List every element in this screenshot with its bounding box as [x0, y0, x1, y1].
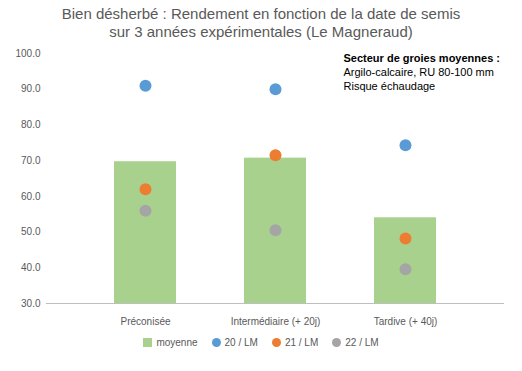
svg-text:40.0: 40.0 [21, 262, 41, 273]
html-text:20 / LM: 20 / LM [224, 337, 258, 348]
html-text:Secteur de groies moyennes :: Secteur de groies moyennes : [343, 52, 500, 64]
svg-text:90.0: 90.0 [21, 83, 41, 94]
html-text:21 / LM: 21 / LM [284, 337, 319, 348]
svg-text:70.0: 70.0 [21, 155, 41, 166]
svg-text:100.0: 100.0 [15, 48, 40, 59]
svg-text:60.0: 60.0 [21, 191, 41, 202]
svg-text:30.0: 30.0 [21, 298, 41, 309]
svg-text:Intermédiaire (+ 20j): Intermédiaire (+ 20j) [231, 316, 321, 327]
svg-text:80.0: 80.0 [21, 119, 41, 130]
svg-text:Préconisée: Préconisée [120, 316, 170, 327]
html-text:moyenne: moyenne [156, 337, 198, 348]
svg-text:Tardive (+ 40j): Tardive (+ 40j) [374, 316, 438, 327]
html-text:Bien désherbé : Rendement en f: Bien désherbé : Rendement en fonction de… [61, 5, 461, 40]
html-text:Argilo-calcaire, RU 80-100 mm: Argilo-calcaire, RU 80-100 mm [343, 66, 494, 78]
html-text:Risque échaudage: Risque échaudage [343, 80, 436, 92]
html-text:22 / LM: 22 / LM [345, 337, 379, 348]
svg-text:50.0: 50.0 [21, 226, 41, 237]
